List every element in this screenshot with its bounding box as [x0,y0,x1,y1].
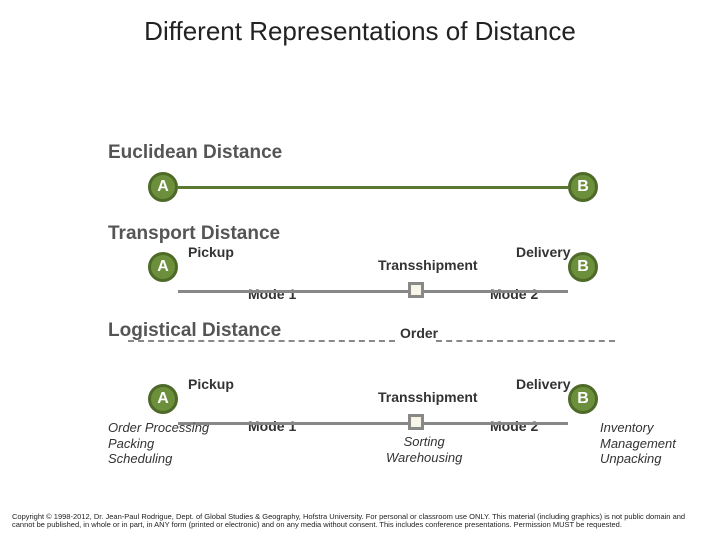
logistical-proc-b: Inventory ManagementUnpacking [600,420,720,467]
logistical-dash1 [128,340,395,342]
logistical-node-a: A [148,384,178,414]
transport-delivery-label: Delivery [516,244,570,260]
logistical-seg2 [424,422,568,425]
transport-label: Transport Distance [108,223,280,245]
logistical-delivery-label: Delivery [516,376,570,392]
euclidean-line [178,186,568,189]
logistical-dash2 [436,340,615,342]
logistical-order-label: Order [400,325,438,341]
transport-node-b: B [568,252,598,282]
logistical-label: Logistical Distance [108,320,281,342]
transport-transshipment-box [408,282,424,298]
diagram-root: Different Representations of Distance Eu… [0,0,720,540]
transport-seg2 [424,290,568,293]
transport-pickup-label: Pickup [188,244,234,260]
transport-transshipment-label: Transshipment [378,257,478,273]
transport-mode2-label: Mode 2 [490,286,538,302]
transport-node-a: A [148,252,178,282]
transport-seg1 [178,290,408,293]
euclidean-node-b: B [568,172,598,202]
logistical-proc-a: Order ProcessingPackingScheduling [108,420,209,467]
logistical-transshipment-label: Transshipment [378,389,478,405]
page-title: Different Representations of Distance [0,16,720,47]
logistical-transshipment-box [408,414,424,430]
euclidean-node-a: A [148,172,178,202]
copyright-text: Copyright © 1998-2012, Dr. Jean-Paul Rod… [12,513,708,530]
logistical-pickup-label: Pickup [188,376,234,392]
logistical-proc-mid: SortingWarehousing [386,434,462,465]
euclidean-label: Euclidean Distance [108,142,282,164]
logistical-node-b: B [568,384,598,414]
logistical-mode1-label: Mode 1 [248,418,296,434]
logistical-mode2-label: Mode 2 [490,418,538,434]
transport-mode1-label: Mode 1 [248,286,296,302]
logistical-seg1 [178,422,408,425]
